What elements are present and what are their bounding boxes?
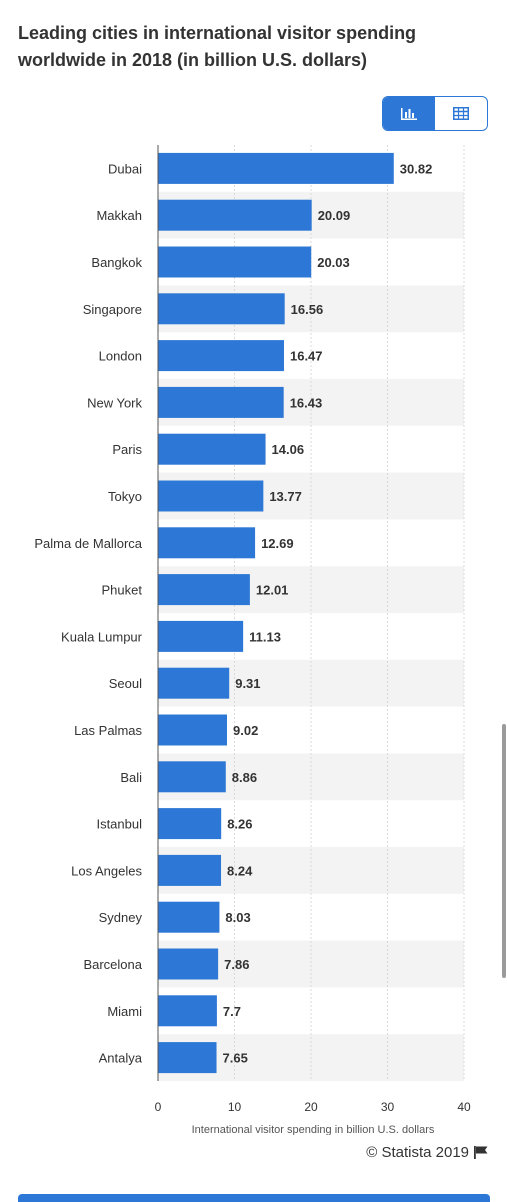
- category-label: Paris: [112, 442, 142, 457]
- category-label: Palma de Mallorca: [34, 536, 142, 551]
- bar: [158, 152, 394, 184]
- category-label: Las Palmas: [74, 723, 142, 738]
- value-label: 7.7: [223, 1004, 241, 1019]
- category-label: Bangkok: [91, 255, 142, 270]
- category-label: New York: [87, 395, 142, 410]
- chart-view-button[interactable]: [383, 97, 435, 130]
- bar: [158, 340, 284, 372]
- value-label: 7.86: [224, 957, 249, 972]
- copyright: © Statista 2019: [366, 1144, 489, 1161]
- x-tick-label: 30: [381, 1100, 395, 1114]
- category-label: Makkah: [96, 208, 142, 223]
- category-label: Kuala Lumpur: [61, 629, 143, 644]
- value-label: 14.06: [272, 442, 305, 457]
- value-label: 8.86: [232, 770, 257, 785]
- x-tick-label: 20: [304, 1100, 318, 1114]
- bar: [158, 854, 222, 886]
- value-label: 20.09: [318, 208, 351, 223]
- category-label: London: [99, 349, 142, 364]
- bar: [158, 1042, 217, 1074]
- bar: [158, 667, 230, 699]
- value-label: 8.24: [227, 863, 253, 878]
- x-tick-label: 0: [155, 1100, 162, 1114]
- value-label: 30.82: [400, 161, 433, 176]
- category-label: Antalya: [99, 1051, 143, 1066]
- category-label: Sydney: [99, 910, 143, 925]
- bar: [158, 948, 219, 980]
- value-label: 11.13: [249, 629, 281, 644]
- value-label: 16.43: [290, 395, 323, 410]
- value-label: 8.26: [227, 817, 252, 832]
- bar: [158, 199, 312, 231]
- category-label: Singapore: [83, 302, 142, 317]
- value-label: 16.56: [291, 302, 324, 317]
- category-label: Seoul: [109, 676, 142, 691]
- bar: [158, 433, 266, 465]
- value-label: 13.77: [269, 489, 302, 504]
- bar: [158, 995, 217, 1027]
- category-label: Tokyo: [108, 489, 142, 504]
- category-label: Bali: [120, 770, 142, 785]
- x-axis-label: International visitor spending in billio…: [192, 1124, 435, 1135]
- value-label: 16.47: [290, 349, 323, 364]
- value-label: 9.31: [235, 676, 260, 691]
- bar: [158, 293, 285, 325]
- x-tick-label: 10: [228, 1100, 242, 1114]
- value-label: 8.03: [225, 910, 250, 925]
- bar: [158, 246, 312, 278]
- view-toggle: [382, 96, 488, 131]
- category-label: Los Angeles: [71, 863, 142, 878]
- bar-chart-icon: [401, 107, 417, 120]
- scrollbar[interactable]: [502, 724, 506, 978]
- bar: [158, 620, 244, 652]
- bar: [158, 714, 228, 746]
- table-icon: [453, 107, 469, 120]
- value-label: 20.03: [317, 255, 350, 270]
- bar: [158, 527, 256, 559]
- bar: [158, 574, 250, 606]
- category-label: Istanbul: [96, 817, 142, 832]
- bottom-action-bar[interactable]: [18, 1194, 490, 1202]
- value-label: 7.65: [223, 1051, 248, 1066]
- bar: [158, 386, 284, 418]
- bar: [158, 480, 264, 512]
- category-label: Phuket: [102, 583, 143, 598]
- bar: [158, 901, 220, 933]
- value-label: 12.69: [261, 536, 294, 551]
- table-view-button[interactable]: [435, 97, 487, 130]
- copyright-text: © Statista 2019: [366, 1144, 469, 1161]
- chart-title: Leading cities in international visitor …: [18, 23, 417, 70]
- category-label: Barcelona: [83, 957, 142, 972]
- bar: [158, 761, 226, 793]
- value-label: 9.02: [233, 723, 258, 738]
- bar: [158, 808, 222, 840]
- category-label: Miami: [107, 1004, 142, 1019]
- flag-icon[interactable]: [473, 1145, 489, 1160]
- category-label: Dubai: [108, 161, 142, 176]
- x-tick-label: 40: [457, 1100, 471, 1114]
- bar-chart: Dubai 30.82 Makkah 20.09 Bangkok 20.03 Singapo…: [34, 145, 471, 1135]
- value-label: 12.01: [256, 583, 289, 598]
